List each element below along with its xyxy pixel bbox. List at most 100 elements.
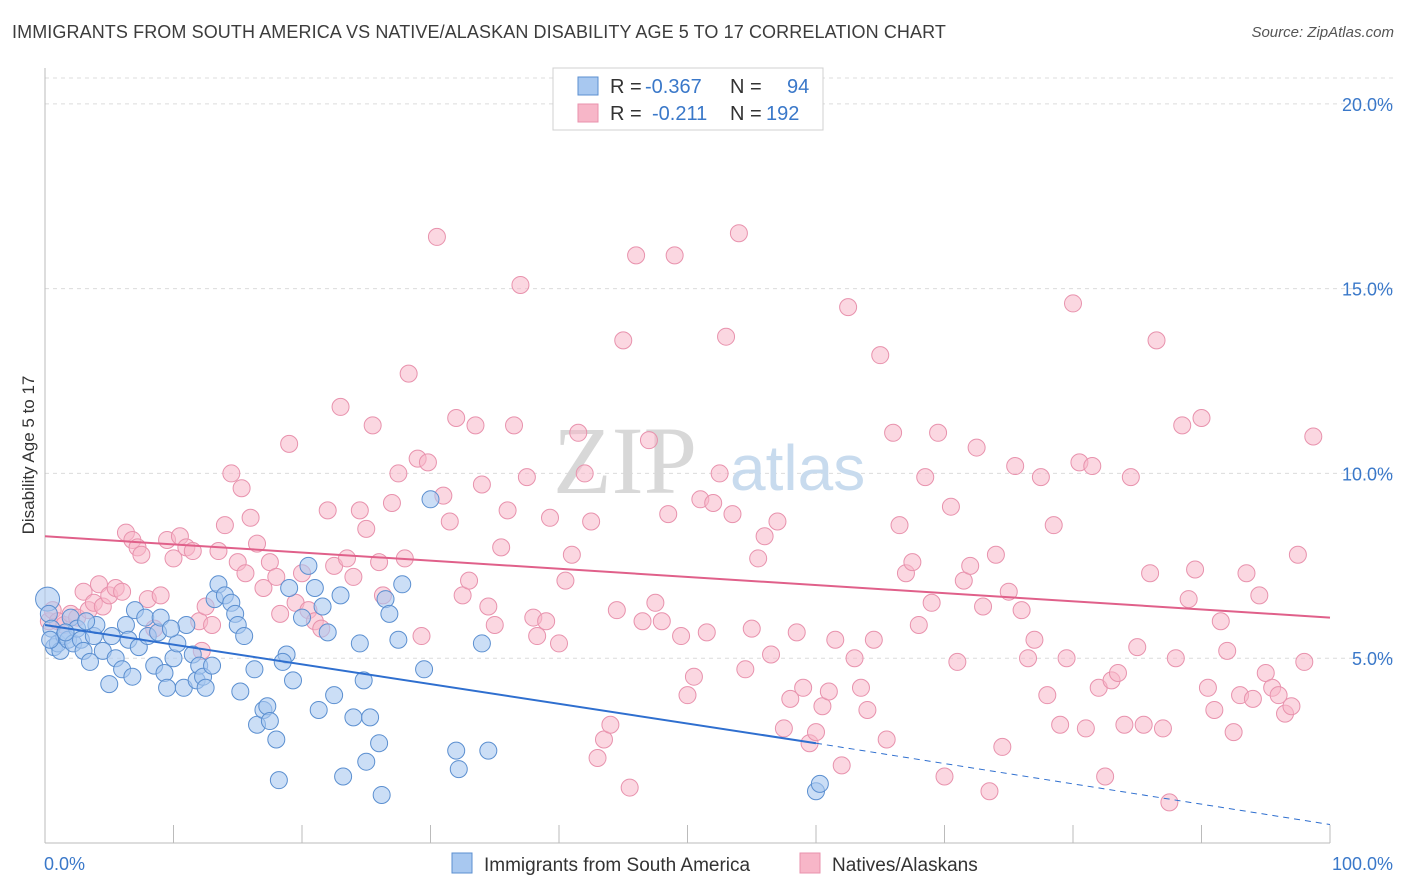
natives-point: [858, 700, 877, 719]
legend-r-label-1: R =: [610, 76, 642, 98]
natives-point: [1108, 664, 1127, 682]
natives-point: [556, 571, 575, 590]
natives-point: [357, 519, 376, 538]
natives-point: [1019, 649, 1038, 668]
immigrants-point: [269, 771, 288, 790]
natives-point: [241, 508, 260, 527]
natives-point: [774, 719, 793, 738]
natives-point: [466, 416, 485, 435]
natives-point: [1243, 689, 1262, 708]
natives-point: [331, 397, 350, 416]
natives-point: [569, 423, 588, 442]
natives-point: [1064, 294, 1082, 313]
natives-point: [1186, 560, 1205, 579]
natives-point: [418, 453, 437, 472]
natives-point: [498, 501, 517, 520]
watermark-zip: ZIP: [553, 407, 697, 514]
bottom-legend-swatch-blue: [451, 852, 473, 874]
natives-point: [1205, 700, 1224, 719]
immigrants-point: [309, 700, 328, 719]
immigrants-trend-line: [44, 623, 817, 745]
immigrants-point: [305, 579, 324, 597]
natives-point: [678, 686, 697, 705]
natives-point: [736, 660, 755, 679]
natives-point: [113, 582, 132, 601]
natives-point: [1141, 564, 1160, 583]
natives-point: [890, 516, 909, 535]
natives-point: [807, 723, 825, 742]
natives-point: [1304, 427, 1323, 446]
x-tick-label: 0.0%: [44, 854, 85, 874]
natives-point: [151, 586, 170, 605]
natives-point: [1166, 649, 1185, 668]
natives-point: [267, 567, 286, 586]
natives-point: [1211, 612, 1230, 631]
natives-point: [974, 597, 993, 616]
natives-point: [864, 630, 883, 649]
series-legend: Immigrants from South America Natives/Al…: [451, 852, 978, 876]
natives-point: [1051, 715, 1070, 734]
natives-point: [318, 501, 337, 520]
immigrants-point: [196, 678, 215, 697]
natives-point: [1250, 586, 1269, 605]
immigrants-point: [41, 630, 60, 649]
axes: [44, 68, 1331, 844]
natives-point: [851, 678, 870, 697]
immigrants-point: [161, 619, 180, 638]
natives-point: [232, 479, 251, 498]
natives-point: [575, 464, 594, 483]
natives-point: [460, 571, 479, 590]
legend-n-value-1: 94: [787, 76, 809, 98]
immigrants-point: [80, 652, 99, 671]
natives-point: [479, 597, 498, 616]
natives-point: [755, 527, 774, 546]
immigrants-point: [164, 649, 183, 668]
watermark-atlas: atlas: [730, 432, 865, 504]
bottom-legend-label-immigrants: Immigrants from South America: [484, 855, 751, 876]
immigrants-point: [123, 667, 142, 686]
immigrants-point: [313, 597, 332, 616]
natives-point: [601, 715, 620, 734]
natives-trend-line: [44, 535, 1331, 619]
natives-point: [248, 534, 267, 553]
natives-point: [980, 782, 999, 801]
natives-point: [929, 423, 948, 442]
natives-point: [1282, 697, 1301, 716]
immigrants-point: [245, 660, 264, 679]
natives-point: [1218, 641, 1237, 660]
immigrants-point: [344, 708, 363, 727]
natives-point: [1288, 545, 1307, 564]
natives-point: [665, 246, 684, 265]
natives-point: [967, 438, 986, 457]
natives-point: [941, 497, 960, 516]
natives-point: [633, 612, 652, 631]
legend-r-label-2: R =: [610, 103, 642, 125]
natives-point: [337, 549, 356, 568]
natives-point: [427, 227, 446, 246]
legend-n-value-2: 192: [766, 103, 799, 125]
immigrants-point: [415, 660, 434, 679]
natives-point: [412, 627, 431, 646]
natives-point: [582, 512, 601, 531]
natives-point: [517, 468, 536, 487]
immigrants-point: [447, 741, 466, 760]
immigrants-point: [116, 615, 135, 634]
natives-point: [832, 756, 851, 775]
natives-point: [1134, 715, 1153, 734]
natives-point: [511, 275, 530, 294]
natives-point: [363, 416, 382, 435]
natives-point: [1083, 457, 1102, 476]
natives-point: [588, 749, 607, 767]
natives-point: [1147, 331, 1166, 350]
natives-point: [884, 423, 903, 442]
natives-point: [961, 556, 980, 575]
natives-point: [1115, 715, 1134, 734]
immigrants-point: [100, 675, 119, 694]
natives-point: [839, 298, 858, 317]
natives-point: [1006, 457, 1025, 476]
natives-point: [1128, 638, 1147, 657]
series-natives-points: [39, 224, 1323, 812]
natives-point: [528, 627, 547, 646]
natives-point: [935, 767, 954, 786]
immigrants-point: [331, 586, 350, 605]
